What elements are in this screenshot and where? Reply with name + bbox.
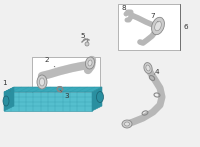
FancyBboxPatch shape <box>118 4 180 50</box>
Ellipse shape <box>40 78 44 86</box>
Text: 4: 4 <box>154 69 159 75</box>
Polygon shape <box>4 92 92 111</box>
Polygon shape <box>4 87 102 92</box>
Ellipse shape <box>3 96 9 106</box>
Ellipse shape <box>124 122 130 126</box>
Ellipse shape <box>144 63 152 73</box>
Text: 2: 2 <box>45 57 55 67</box>
Polygon shape <box>4 87 14 111</box>
Text: 3: 3 <box>60 90 69 99</box>
Ellipse shape <box>88 60 92 66</box>
Text: 8: 8 <box>122 5 126 11</box>
Circle shape <box>85 42 89 46</box>
Text: 6: 6 <box>183 24 188 30</box>
Ellipse shape <box>152 17 164 35</box>
Ellipse shape <box>146 65 150 71</box>
Ellipse shape <box>96 91 104 102</box>
Ellipse shape <box>85 57 95 69</box>
Ellipse shape <box>122 120 132 128</box>
FancyBboxPatch shape <box>32 57 100 103</box>
Polygon shape <box>92 87 102 111</box>
Ellipse shape <box>37 75 47 89</box>
Text: 1: 1 <box>2 80 10 91</box>
Ellipse shape <box>155 21 161 31</box>
Text: 7: 7 <box>151 13 158 22</box>
Text: 5: 5 <box>81 33 85 39</box>
